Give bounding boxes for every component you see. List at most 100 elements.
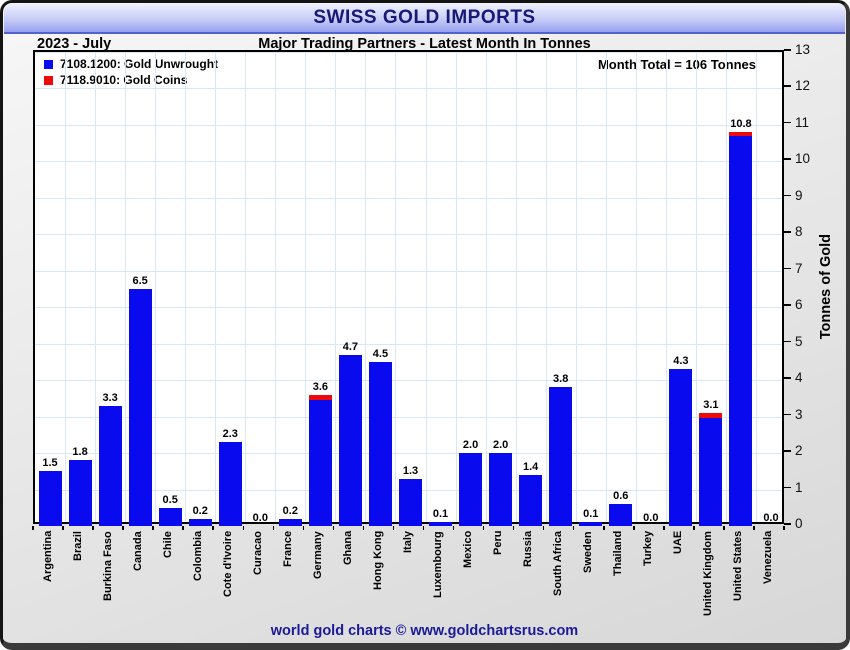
x-tick-mark bbox=[62, 526, 64, 530]
y-tick-mark bbox=[784, 85, 791, 87]
x-tick-label: Thailand bbox=[612, 530, 625, 576]
bar-value-label: 6.5 bbox=[132, 275, 148, 287]
gridline-vertical bbox=[545, 52, 547, 522]
x-tick-mark bbox=[122, 526, 124, 530]
y-tick-label: 9 bbox=[795, 187, 803, 203]
x-tick-mark bbox=[152, 526, 154, 530]
bar-value-label: 0.0 bbox=[252, 512, 268, 524]
bar-value-label: 0.5 bbox=[162, 493, 178, 506]
gridline-vertical bbox=[575, 52, 577, 522]
y-tick-label: 10 bbox=[795, 151, 811, 167]
x-tick-mark bbox=[753, 526, 755, 530]
bar-segment-unwrought bbox=[669, 369, 693, 526]
x-tick-mark bbox=[92, 526, 94, 530]
y-tick-mark bbox=[784, 158, 791, 160]
bar-value-label: 1.4 bbox=[523, 460, 539, 473]
gridline-vertical bbox=[635, 52, 637, 522]
bar-segment-unwrought bbox=[68, 460, 92, 526]
bar-value-label: 3.8 bbox=[553, 373, 569, 386]
legend-label: 7108.1200: Gold Unwrought bbox=[60, 57, 219, 71]
footer-credit: world gold charts © www.goldchartsrus.co… bbox=[270, 623, 579, 639]
bar-value-label: 1.8 bbox=[72, 446, 88, 459]
gridline-vertical bbox=[365, 52, 367, 522]
month-total-annotation: Month Total = 106 Tonnes bbox=[597, 57, 756, 72]
gridline-horizontal bbox=[35, 88, 782, 90]
gridline-horizontal bbox=[35, 453, 782, 455]
y-tick-label: 6 bbox=[795, 297, 803, 313]
y-tick-label: 0 bbox=[795, 516, 803, 531]
gridline-vertical bbox=[305, 52, 307, 522]
x-tick-label: United States bbox=[732, 530, 745, 601]
bar-segment-unwrought bbox=[38, 471, 62, 526]
x-tick-mark bbox=[362, 526, 365, 530]
gridline-horizontal bbox=[35, 307, 782, 309]
y-tick-mark bbox=[784, 450, 791, 452]
gridline-vertical bbox=[65, 52, 67, 522]
x-tick-label: United Kingdom bbox=[702, 531, 715, 616]
x-tick-mark bbox=[542, 526, 545, 530]
gridline-vertical bbox=[755, 52, 757, 522]
y-tick-label: 7 bbox=[795, 260, 803, 276]
y-tick-mark bbox=[784, 304, 791, 306]
x-tick-mark bbox=[723, 526, 725, 530]
bar-segment-unwrought bbox=[609, 504, 633, 526]
gridline-vertical bbox=[455, 52, 457, 522]
bar-value-label: 10.8 bbox=[730, 118, 752, 131]
x-tick-mark bbox=[512, 526, 515, 530]
bar-segment-coins bbox=[729, 132, 753, 136]
y-tick-mark bbox=[784, 377, 791, 379]
gridline-horizontal bbox=[35, 270, 782, 272]
bar-segment-unwrought bbox=[579, 522, 603, 526]
bar-value-label: 3.6 bbox=[312, 380, 329, 393]
bar-segment-coins bbox=[699, 412, 723, 419]
x-tick-label: France bbox=[281, 530, 294, 567]
bar-value-label: 0.1 bbox=[432, 508, 449, 521]
bar-segment-unwrought bbox=[489, 453, 513, 526]
bar-value-label: 2.0 bbox=[492, 439, 509, 452]
bar-segment-unwrought bbox=[729, 135, 753, 526]
bar-value-label: 3.3 bbox=[102, 391, 118, 404]
x-tick-mark bbox=[332, 526, 335, 530]
legend-item: 7108.1200: Gold Unwrought bbox=[44, 57, 218, 71]
x-tick-mark bbox=[392, 526, 395, 530]
gridline-horizontal bbox=[35, 161, 782, 163]
bar-value-label: 4.7 bbox=[342, 340, 359, 353]
bar-value-label: 3.1 bbox=[703, 398, 719, 411]
y-tick-mark bbox=[784, 231, 791, 233]
bar-segment-unwrought bbox=[429, 522, 453, 526]
bar-segment-unwrought bbox=[128, 289, 152, 526]
bar-value-label: 0.2 bbox=[192, 504, 208, 517]
bar-segment-unwrought bbox=[519, 474, 543, 526]
y-tick-mark bbox=[784, 49, 791, 51]
gridline-horizontal bbox=[35, 52, 782, 53]
bar-segment-unwrought bbox=[368, 361, 392, 526]
bar-value-label: 0.0 bbox=[643, 512, 659, 524]
gridline-vertical bbox=[515, 52, 517, 522]
bar-segment-unwrought bbox=[399, 478, 422, 526]
bar-segment-unwrought bbox=[308, 400, 332, 526]
x-tick-mark bbox=[422, 526, 425, 530]
x-tick-label: Ghana bbox=[341, 530, 354, 565]
x-tick-label: Germany bbox=[311, 531, 324, 579]
x-tick-label: Sweden bbox=[582, 531, 595, 573]
x-tick-label: Venezuela bbox=[762, 530, 775, 584]
bar-segment-unwrought bbox=[188, 518, 212, 526]
y-tick-label: 1 bbox=[795, 479, 803, 495]
gridline-horizontal bbox=[35, 343, 782, 345]
x-tick-label: Hong Kong bbox=[371, 530, 384, 590]
gridline-vertical bbox=[605, 52, 607, 522]
gridline-vertical bbox=[125, 52, 127, 522]
bar-segment-unwrought bbox=[218, 442, 242, 526]
gridline-horizontal bbox=[35, 234, 782, 236]
x-tick-mark bbox=[482, 526, 485, 530]
gridline-vertical bbox=[425, 52, 427, 522]
gridline-horizontal bbox=[35, 380, 782, 382]
chart-title: SWISS GOLD IMPORTS bbox=[313, 7, 536, 28]
y-tick-mark bbox=[784, 194, 791, 197]
y-tick-mark bbox=[784, 486, 791, 489]
gridline-vertical bbox=[155, 52, 157, 522]
bar-segment-unwrought bbox=[699, 418, 723, 526]
x-tick-label: Mexico bbox=[462, 530, 475, 568]
bar-value-label: 0.6 bbox=[613, 490, 629, 503]
x-tick-label: Cote d'Ivoire bbox=[221, 530, 234, 597]
